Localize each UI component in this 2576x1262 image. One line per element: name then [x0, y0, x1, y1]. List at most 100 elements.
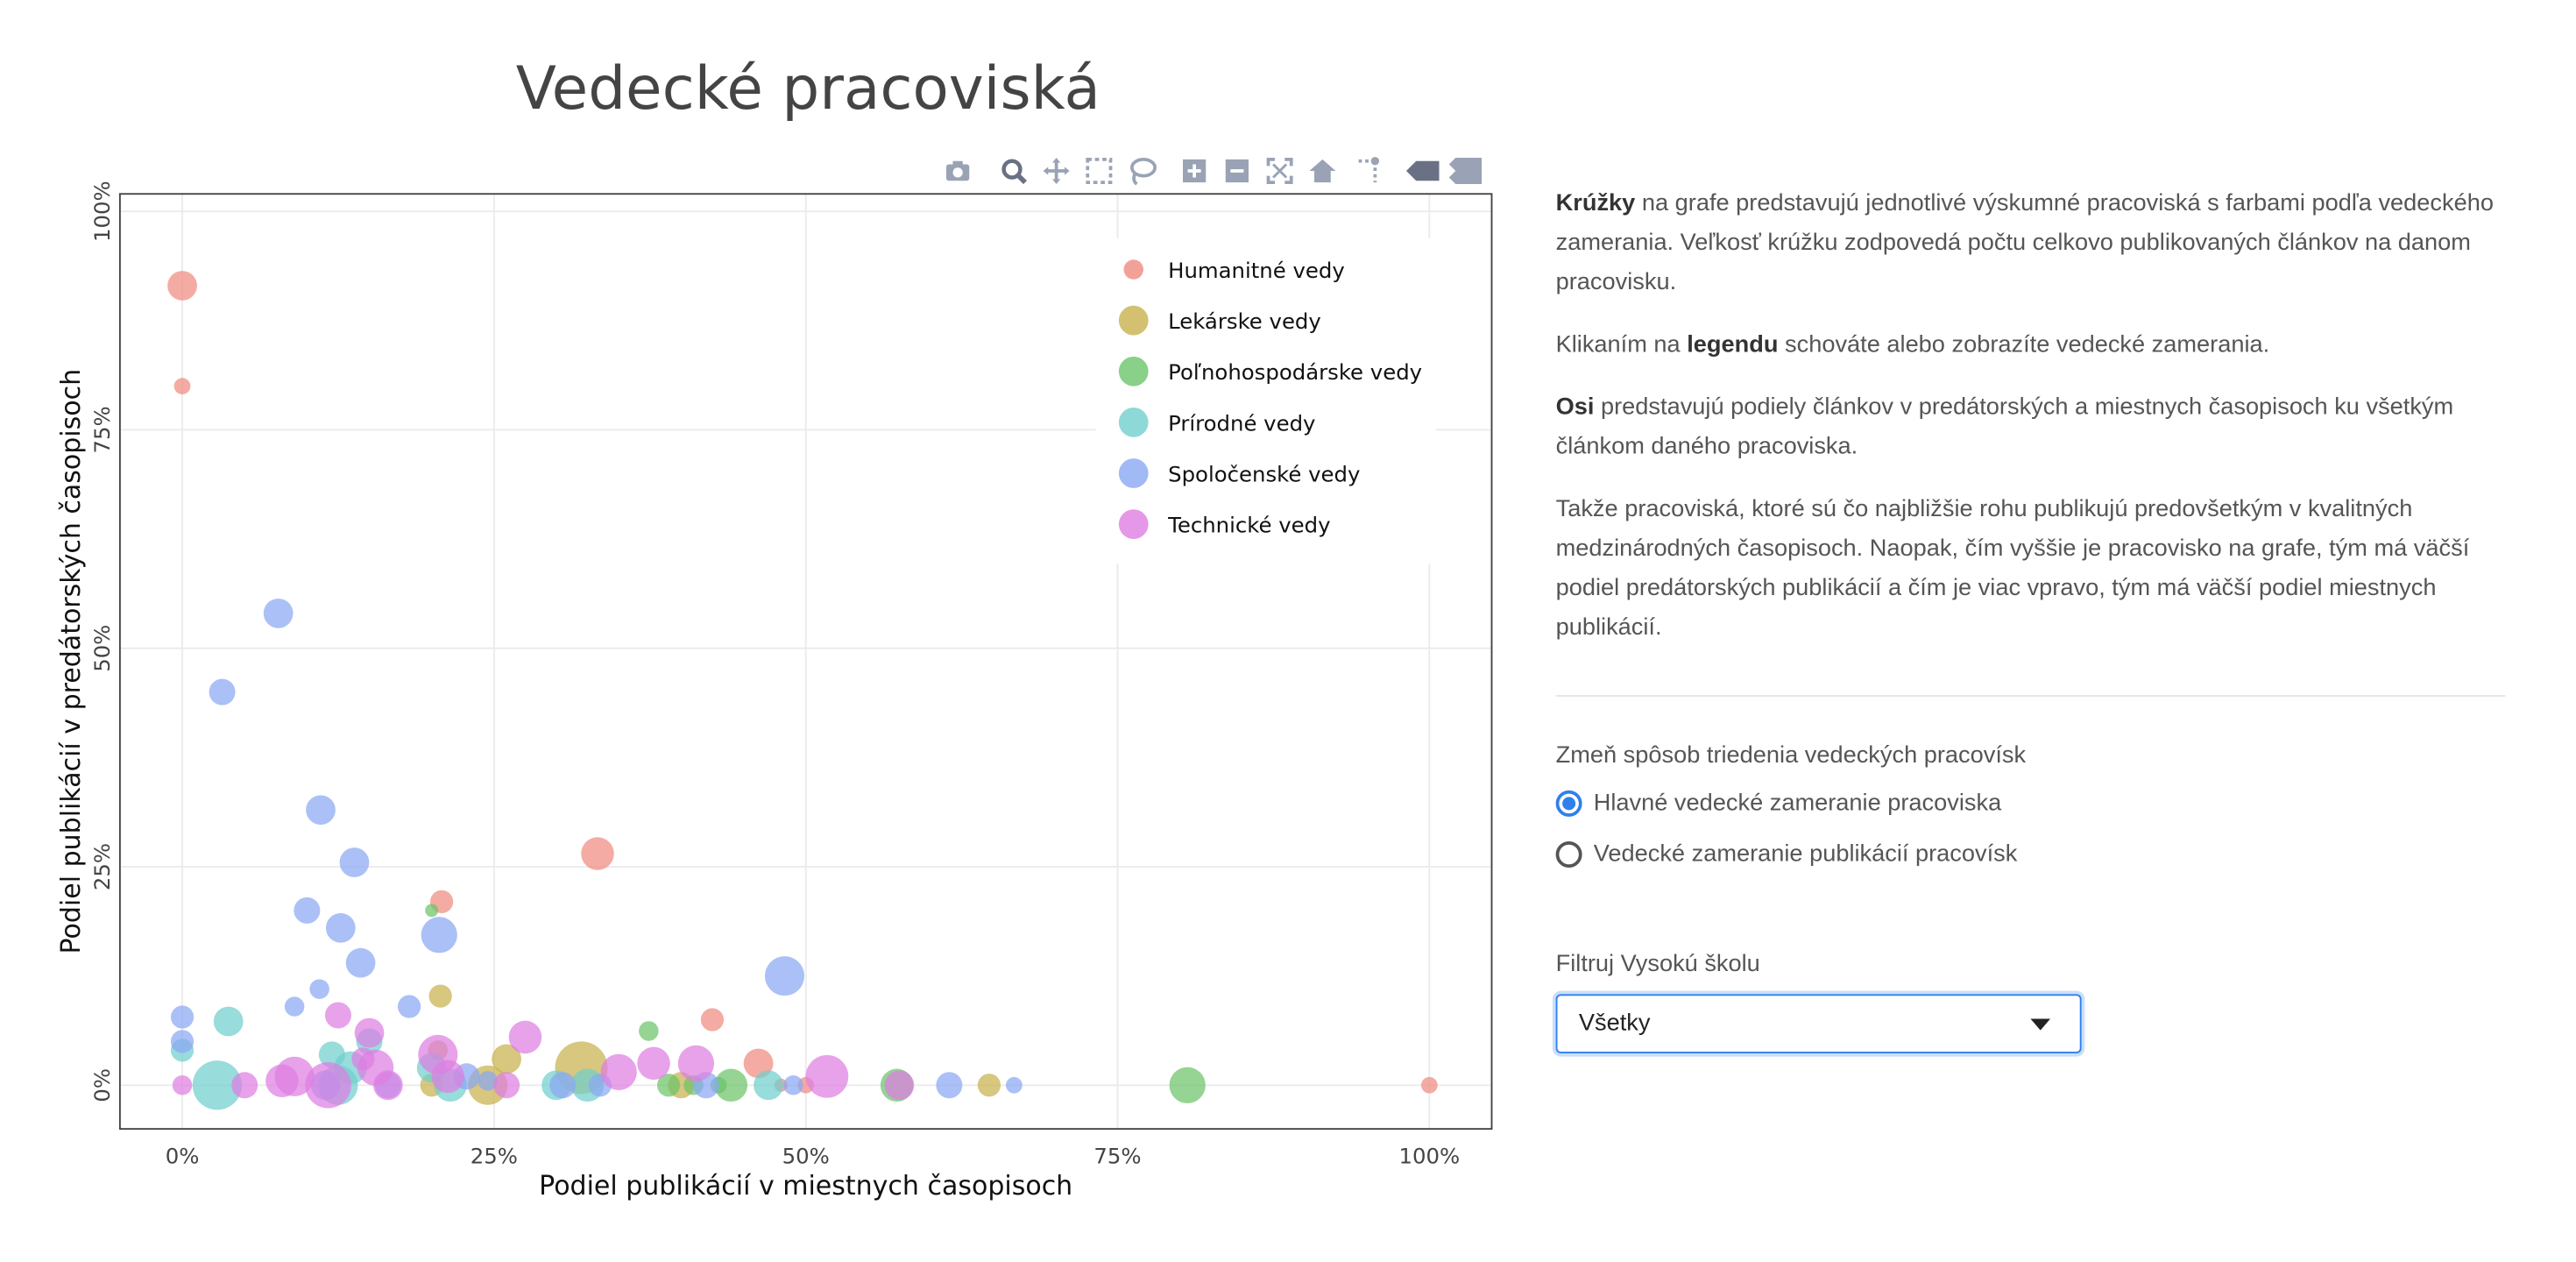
data-point[interactable] — [1169, 1067, 1206, 1103]
zoom-in-icon — [1183, 159, 1207, 183]
data-point[interactable] — [325, 912, 356, 943]
plot-frame — [118, 193, 1493, 1131]
data-point[interactable] — [492, 1044, 521, 1074]
data-point[interactable] — [1006, 1076, 1023, 1094]
legend-marker[interactable] — [1118, 509, 1149, 539]
legend-marker[interactable] — [1123, 259, 1144, 280]
sort-option-label: Hlavné vedecké zameranie pracoviska — [1593, 790, 2002, 817]
sort-option-publication-focus[interactable]: Vedecké zameranie publikácií pracovísk — [1555, 841, 2017, 868]
x-axis-title: Podiel publikácií v miestnych časopisoch — [539, 1171, 1072, 1202]
data-point[interactable] — [977, 1074, 1001, 1097]
data-point[interactable] — [354, 1017, 385, 1048]
legend-marker[interactable] — [1118, 458, 1149, 488]
data-point[interactable] — [600, 1053, 637, 1090]
camera-button[interactable] — [940, 152, 976, 188]
hover-compare-button[interactable] — [1446, 152, 1483, 188]
zoom-button[interactable] — [995, 152, 1031, 188]
y-tick-label: 25% — [89, 843, 115, 890]
data-point[interactable] — [173, 378, 191, 394]
legend-label[interactable]: Poľnohospodárske vedy — [1168, 359, 1422, 385]
data-point[interactable] — [192, 1060, 243, 1110]
legend-marker[interactable] — [1118, 356, 1149, 386]
data-point[interactable] — [936, 1072, 963, 1099]
data-point[interactable] — [172, 1075, 193, 1095]
data-point[interactable] — [231, 1072, 258, 1099]
data-point[interactable] — [549, 1072, 577, 1099]
data-point[interactable] — [428, 984, 452, 1008]
data-point[interactable] — [324, 1002, 351, 1029]
data-point[interactable] — [309, 979, 329, 999]
zoom-out-button[interactable] — [1219, 152, 1255, 188]
data-point[interactable] — [493, 1072, 520, 1099]
data-point[interactable] — [805, 1054, 849, 1098]
hover-closest-button[interactable] — [1403, 152, 1440, 188]
box-select-icon — [1086, 158, 1113, 184]
radio-button[interactable] — [1555, 841, 1582, 868]
x-tick-label: 50% — [782, 1144, 830, 1169]
data-point[interactable] — [339, 847, 370, 877]
legend-label[interactable]: Spoločenské vedy — [1168, 461, 1360, 486]
reset-axes-button[interactable] — [1305, 152, 1341, 188]
legend-marker[interactable] — [1118, 305, 1149, 336]
data-point[interactable] — [274, 1056, 315, 1096]
sort-option-main-focus[interactable]: Hlavné vedecké zameranie pracoviska — [1555, 790, 2002, 817]
data-point[interactable] — [677, 1045, 715, 1081]
scatter-chart[interactable]: 0% 25% 50% 75% 100% 0% 25% 50% 75% 100% Podiel pub… — [0, 0, 1528, 1216]
data-point[interactable] — [478, 1071, 498, 1091]
data-point[interactable] — [397, 995, 421, 1018]
data-point[interactable] — [783, 1075, 803, 1095]
filter-label: Filtruj Vysokú školu — [1555, 951, 1760, 978]
data-point[interactable] — [1420, 1076, 1438, 1094]
lasso-select-icon — [1130, 158, 1157, 186]
data-point[interactable] — [294, 897, 321, 924]
data-point[interactable] — [714, 1068, 748, 1102]
x-tick-label: 0% — [166, 1144, 200, 1169]
data-point[interactable] — [305, 1062, 351, 1109]
box-select-button[interactable] — [1081, 152, 1117, 188]
data-point[interactable] — [657, 1074, 681, 1097]
info-paragraph-circles: Krúžky na grafe predstavujú jednotlivé v… — [1555, 190, 2494, 296]
info-paragraph-axes: Osi predstavujú podiely článkov v predát… — [1555, 394, 2454, 460]
data-point[interactable] — [306, 795, 336, 826]
data-point[interactable] — [431, 1060, 464, 1094]
legend-background — [1095, 238, 1436, 564]
legend-marker[interactable] — [1118, 408, 1149, 437]
data-point[interactable] — [639, 1021, 659, 1041]
legend-label[interactable]: Technické vedy — [1167, 513, 1330, 538]
legend-label[interactable]: Prírodné vedy — [1168, 410, 1315, 436]
data-point[interactable] — [421, 917, 457, 954]
data-point[interactable] — [209, 678, 236, 705]
y-tick-label: 100% — [89, 181, 115, 242]
radio-button-selected[interactable] — [1555, 790, 1582, 817]
legend-label[interactable]: Humanitné vedy — [1168, 258, 1345, 283]
data-point[interactable] — [263, 598, 294, 628]
data-point[interactable] — [345, 947, 376, 978]
lasso-select-button[interactable] — [1124, 152, 1160, 188]
data-point[interactable] — [884, 1070, 915, 1101]
university-filter-select[interactable]: Všetky — [1555, 994, 2082, 1053]
data-point[interactable] — [700, 1008, 725, 1032]
data-point[interactable] — [318, 1041, 345, 1068]
data-point[interactable] — [425, 904, 439, 918]
data-point[interactable] — [764, 956, 804, 996]
data-point[interactable] — [170, 1005, 195, 1029]
data-point[interactable] — [508, 1020, 542, 1054]
zoom-in-button[interactable] — [1177, 152, 1213, 188]
data-point[interactable] — [351, 1047, 375, 1071]
data-point[interactable] — [284, 996, 305, 1017]
data-point[interactable] — [637, 1046, 670, 1081]
data-point[interactable] — [581, 837, 614, 870]
pan-icon — [1043, 158, 1070, 184]
data-point[interactable] — [373, 1070, 403, 1101]
spike-lines-button[interactable] — [1354, 152, 1390, 188]
pan-button[interactable] — [1038, 152, 1074, 188]
data-point[interactable] — [754, 1070, 783, 1101]
data-point[interactable] — [213, 1006, 244, 1037]
data-point[interactable] — [167, 271, 197, 301]
autoscale-button[interactable] — [1262, 152, 1298, 188]
data-point[interactable] — [170, 1030, 195, 1053]
x-tick-label: 100% — [1399, 1144, 1461, 1169]
legend-label[interactable]: Lekárske vedy — [1168, 308, 1321, 334]
spike-lines-icon — [1358, 157, 1380, 183]
y-axis-title: Podiel publikácií v predátorských časopi… — [56, 369, 87, 954]
